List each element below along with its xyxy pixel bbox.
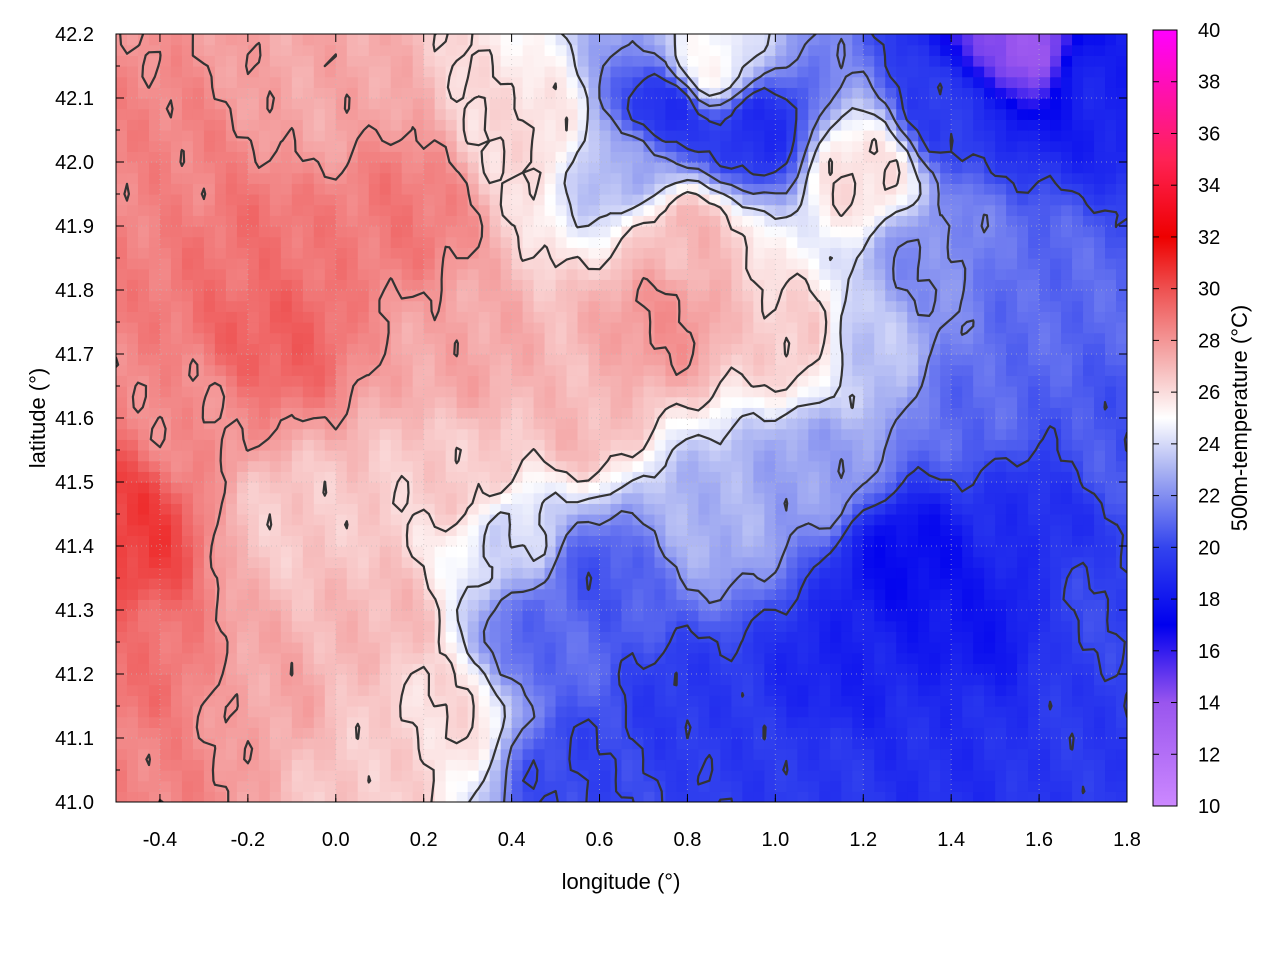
colorbar <box>1152 29 1178 807</box>
y-tick-label: 41.9 <box>55 216 94 238</box>
heatmap-field <box>116 34 1127 802</box>
colorbar-tick-label: 38 <box>1198 72 1220 94</box>
colorbar-axis: 10 12 14 16 18 20 22 24 26 28 30 32 34 36 38 40 <box>1153 20 1220 818</box>
colorbar-tick-label: 40 <box>1198 20 1220 42</box>
colorbar-tick-label: 18 <box>1198 589 1220 611</box>
y-tick-label: 41.8 <box>55 280 94 302</box>
colorbar-tick-label: 34 <box>1198 175 1220 197</box>
x-tick-label: 0.2 <box>410 829 438 851</box>
colorbar-tick-label: 24 <box>1198 434 1220 456</box>
colorbar-tick-label: 20 <box>1198 537 1220 559</box>
colorbar-tick-label: 14 <box>1198 693 1220 715</box>
colorbar-tick-label: 28 <box>1198 330 1220 352</box>
x-axis-title: longitude (°) <box>562 869 681 894</box>
contour-24 <box>455 34 922 802</box>
colorbar-tick-label: 12 <box>1198 744 1220 766</box>
colorbar-tick-label: 22 <box>1198 486 1220 508</box>
x-tick-label: 0.0 <box>322 829 350 851</box>
x-tick-label: -0.4 <box>143 829 177 851</box>
colorbar-tick-label: 26 <box>1198 382 1220 404</box>
y-tick-label: 41.5 <box>55 472 94 494</box>
x-tick-label: 0.8 <box>674 829 702 851</box>
x-tick-label: 1.4 <box>937 829 965 851</box>
x-tick-label: -0.2 <box>231 829 265 851</box>
colorbar-title: 500m-temperature (°C) <box>1227 305 1252 531</box>
y-tick-label: 41.4 <box>55 536 94 558</box>
y-tick-label: 42.2 <box>55 24 94 46</box>
y-axis-title: latitude (°) <box>25 368 50 469</box>
x-tick-label: 1.8 <box>1113 829 1141 851</box>
contour-20 <box>522 34 1127 802</box>
colorbar-tick-label: 30 <box>1198 279 1220 301</box>
x-tick-label: 0.4 <box>498 829 526 851</box>
y-tick-label: 42.0 <box>55 152 94 174</box>
y-tick-label: 41.2 <box>55 664 94 686</box>
contour-26 <box>266 34 901 802</box>
contour-22 <box>482 34 990 802</box>
y-tick-label: 41.1 <box>55 728 94 750</box>
colorbar-tick-label: 32 <box>1198 227 1220 249</box>
x-tick-label: 0.6 <box>586 829 614 851</box>
y-tick-label: 41.6 <box>55 408 94 430</box>
y-tick-label: 41.0 <box>55 792 94 814</box>
colorbar-tick-label: 36 <box>1198 123 1220 145</box>
y-axis: 41.0 41.1 41.2 41.3 41.4 41.5 41.6 41.7 41.8 41.9… <box>55 24 1127 814</box>
x-tick-label: 1.2 <box>849 829 877 851</box>
x-tick-label: 1.0 <box>761 829 789 851</box>
colorbar-tick-label: 10 <box>1198 796 1220 818</box>
colorbar-tick-label: 16 <box>1198 641 1220 663</box>
y-tick-label: 42.1 <box>55 88 94 110</box>
y-tick-label: 41.3 <box>55 600 94 622</box>
x-tick-label: 1.6 <box>1025 829 1053 851</box>
x-axis: -0.4 -0.2 0.0 0.2 0.4 0.6 0.8 1.0 1.2 1.4 1.6 1.8 <box>143 34 1141 851</box>
y-tick-label: 41.7 <box>55 344 94 366</box>
